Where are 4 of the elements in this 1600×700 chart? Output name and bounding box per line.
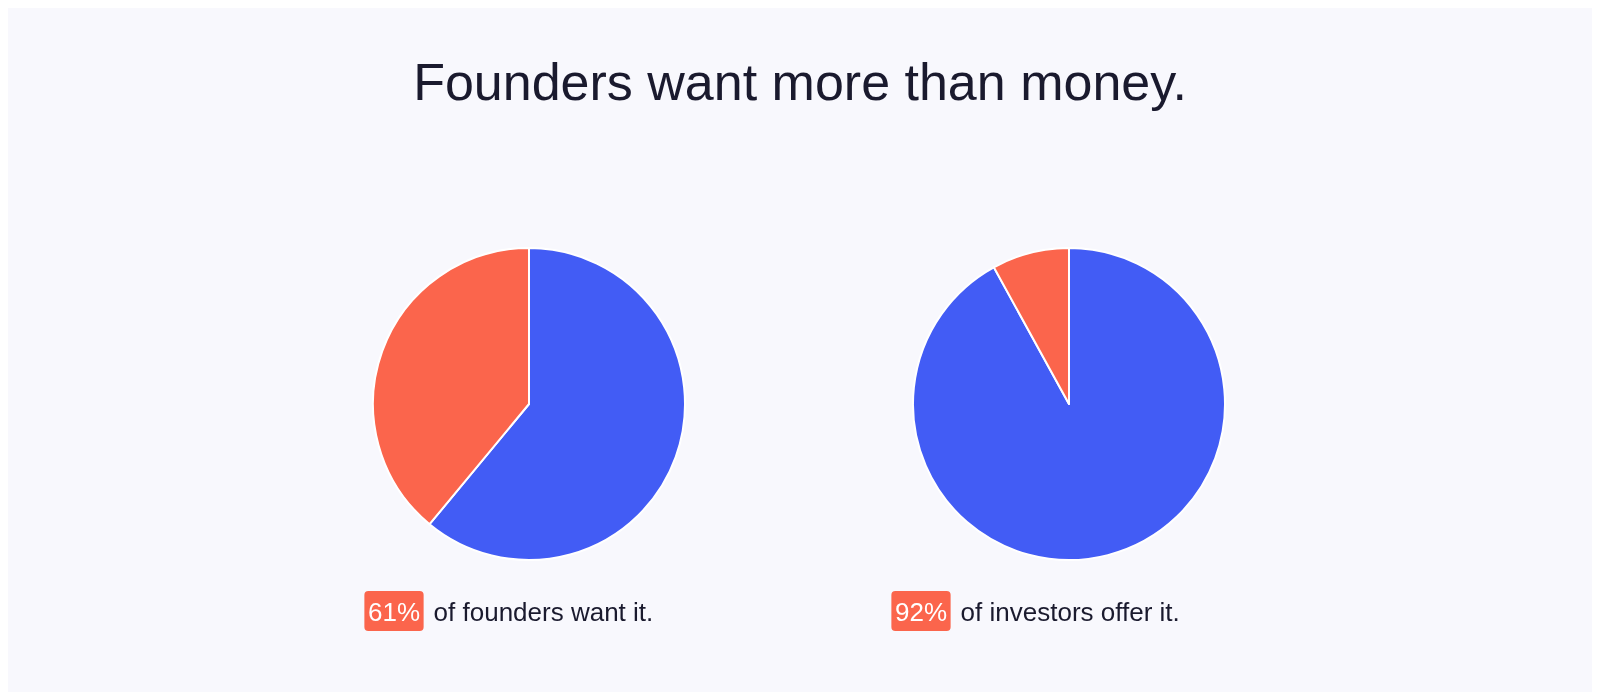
text: Founders want more than money. (413, 53, 1187, 111)
text: 92% of investors offer it. (894, 597, 1180, 627)
text: 61% of founders want it. (367, 597, 654, 627)
pie-slice (912, 247, 1226, 561)
